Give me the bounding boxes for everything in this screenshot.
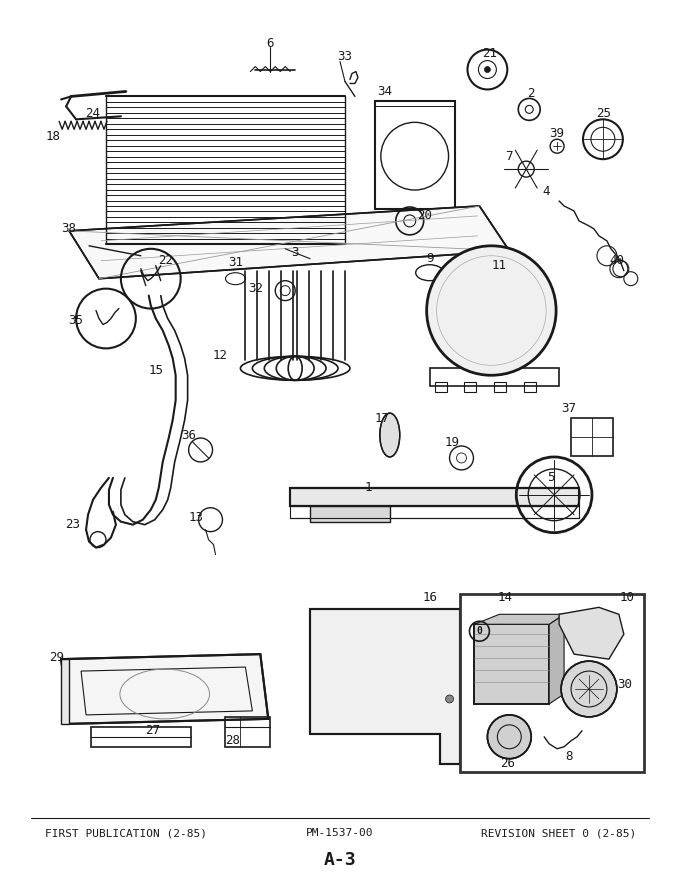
- Text: 14: 14: [498, 591, 513, 604]
- Text: 27: 27: [146, 724, 160, 737]
- Bar: [290, 488, 579, 506]
- Text: 38: 38: [62, 222, 77, 235]
- Bar: [494, 383, 507, 392]
- Text: 40: 40: [609, 255, 624, 267]
- Bar: [91, 727, 190, 747]
- Ellipse shape: [380, 413, 400, 457]
- Text: 33: 33: [337, 50, 352, 63]
- Text: 7: 7: [505, 150, 513, 163]
- Text: 26: 26: [500, 757, 515, 770]
- Text: 30: 30: [617, 677, 632, 691]
- Text: PM-1537-00: PM-1537-00: [306, 829, 374, 838]
- Bar: [435, 383, 447, 392]
- Text: 28: 28: [225, 734, 240, 748]
- Text: 15: 15: [148, 364, 163, 376]
- Bar: [475, 624, 549, 704]
- Text: 12: 12: [213, 349, 228, 362]
- Text: 10: 10: [619, 591, 634, 604]
- Text: 16: 16: [422, 591, 437, 604]
- Text: 25: 25: [596, 107, 611, 120]
- Text: 20: 20: [417, 209, 432, 222]
- Circle shape: [426, 246, 556, 376]
- Bar: [430, 368, 559, 386]
- Text: 31: 31: [228, 256, 243, 270]
- Text: 11: 11: [492, 259, 507, 272]
- Text: 36: 36: [181, 429, 196, 441]
- Text: 39: 39: [549, 126, 564, 140]
- Text: 4: 4: [543, 184, 550, 198]
- Text: 3: 3: [292, 247, 299, 259]
- Circle shape: [488, 715, 531, 758]
- Polygon shape: [69, 206, 509, 279]
- Text: 2: 2: [528, 87, 535, 100]
- Text: 24: 24: [86, 107, 101, 120]
- Text: 1: 1: [364, 481, 372, 494]
- Text: 32: 32: [248, 282, 263, 295]
- Text: 17: 17: [374, 411, 390, 425]
- Bar: [475, 624, 549, 704]
- Text: REVISION SHEET 0 (2-85): REVISION SHEET 0 (2-85): [481, 829, 636, 838]
- Text: 6: 6: [267, 37, 274, 50]
- Text: 23: 23: [65, 518, 81, 531]
- Polygon shape: [61, 654, 269, 724]
- Polygon shape: [310, 610, 460, 764]
- Polygon shape: [475, 614, 564, 624]
- Text: 18: 18: [46, 130, 61, 142]
- Text: 19: 19: [444, 435, 459, 449]
- Text: A-3: A-3: [324, 852, 356, 870]
- Text: 13: 13: [188, 511, 203, 524]
- Bar: [464, 383, 477, 392]
- Circle shape: [445, 695, 454, 703]
- Text: 29: 29: [49, 651, 64, 664]
- Text: 21: 21: [482, 47, 497, 61]
- Text: 5: 5: [547, 472, 555, 484]
- Text: 34: 34: [377, 85, 392, 98]
- Bar: [310, 506, 390, 522]
- Bar: [290, 488, 579, 506]
- Polygon shape: [61, 659, 69, 724]
- Circle shape: [484, 67, 490, 72]
- Polygon shape: [559, 607, 624, 659]
- Text: 35: 35: [69, 314, 84, 327]
- Text: 9: 9: [426, 252, 433, 265]
- Text: 22: 22: [158, 255, 173, 267]
- Bar: [460, 595, 644, 772]
- Text: 0: 0: [477, 627, 482, 636]
- Bar: [571, 418, 613, 456]
- Circle shape: [561, 661, 617, 716]
- Text: 8: 8: [565, 750, 573, 764]
- Bar: [524, 383, 537, 392]
- Text: 37: 37: [562, 401, 577, 415]
- Bar: [226, 716, 270, 747]
- Bar: [290, 506, 579, 518]
- Bar: [375, 101, 454, 209]
- Text: FIRST PUBLICATION (2-85): FIRST PUBLICATION (2-85): [45, 829, 207, 838]
- Polygon shape: [549, 614, 564, 704]
